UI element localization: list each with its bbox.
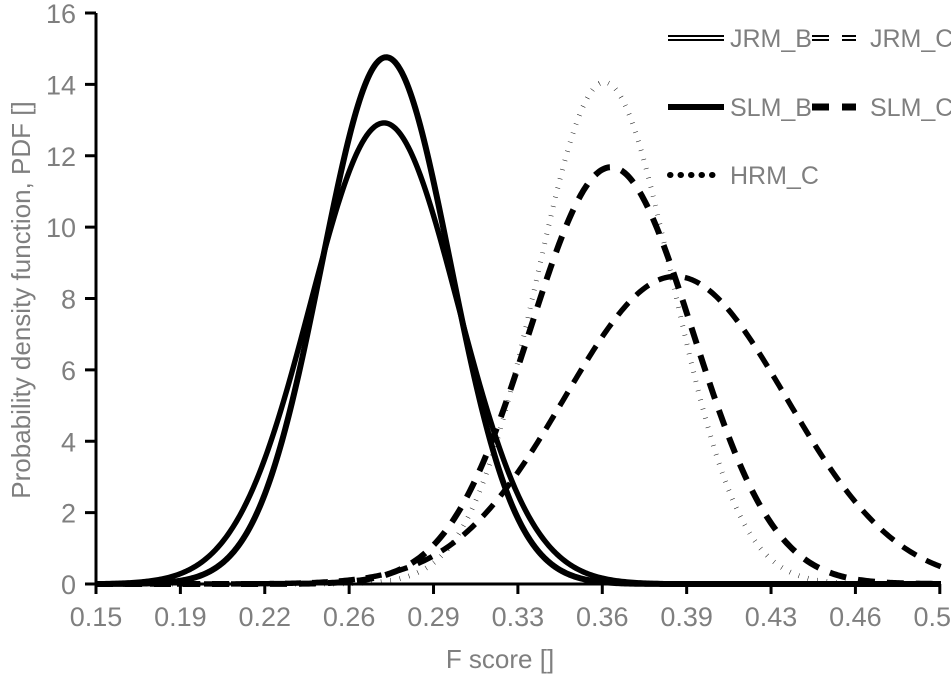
- x-tick-label: 0.15: [70, 602, 123, 632]
- x-tick-label: 0.26: [323, 602, 376, 632]
- x-tick-label: 0.19: [154, 602, 207, 632]
- legend-label-slm_c: SLM_C: [870, 94, 951, 122]
- legend-label-hrm_c: HRM_C: [730, 162, 819, 190]
- legend-label-jrm_c: JRM_C: [870, 25, 951, 53]
- legend-label-slm_b: SLM_B: [730, 94, 812, 122]
- y-tick-label: 14: [46, 70, 76, 100]
- curve-group: [94, 54, 943, 587]
- legend-label-jrm_b: JRM_B: [730, 25, 812, 53]
- y-tick-label: 4: [61, 427, 76, 457]
- curve-jrm_c-fill: [96, 275, 942, 585]
- y-tick-label: 0: [61, 570, 76, 600]
- legend: JRM_B JRM_C SLM_B SLM_C HRM_C: [667, 25, 951, 190]
- x-tick-label: 0.33: [492, 602, 545, 632]
- y-tick-label: 8: [61, 285, 76, 315]
- x-tick-label: 0.36: [576, 602, 629, 632]
- x-tick-label: 0.46: [829, 602, 882, 632]
- curve-slm_b: [94, 54, 943, 587]
- y-axis-title: Probability density function, PDF []: [6, 101, 36, 498]
- y-tick-label: 10: [46, 213, 76, 243]
- x-tick-label: 0.29: [407, 602, 460, 632]
- y-tick-label: 6: [61, 356, 76, 386]
- x-axis-ticks: 0.15 0.19 0.22 0.26 0.29 0.33 0.36 0.39 0.43 0.46…: [70, 584, 951, 632]
- x-axis-title: F score []: [446, 644, 554, 674]
- y-tick-label: 12: [46, 142, 76, 172]
- x-tick-label: 0.22: [238, 602, 291, 632]
- x-tick-label: 0.39: [660, 602, 713, 632]
- y-tick-label: 16: [46, 0, 76, 29]
- x-tick-label: 0.50: [914, 602, 951, 632]
- y-axis-ticks: 0 2 4 6 8 10 12 14 16: [46, 0, 96, 600]
- x-tick-label: 0.43: [745, 602, 798, 632]
- y-tick-label: 2: [61, 499, 76, 529]
- curve-hrm_c: [95, 79, 942, 587]
